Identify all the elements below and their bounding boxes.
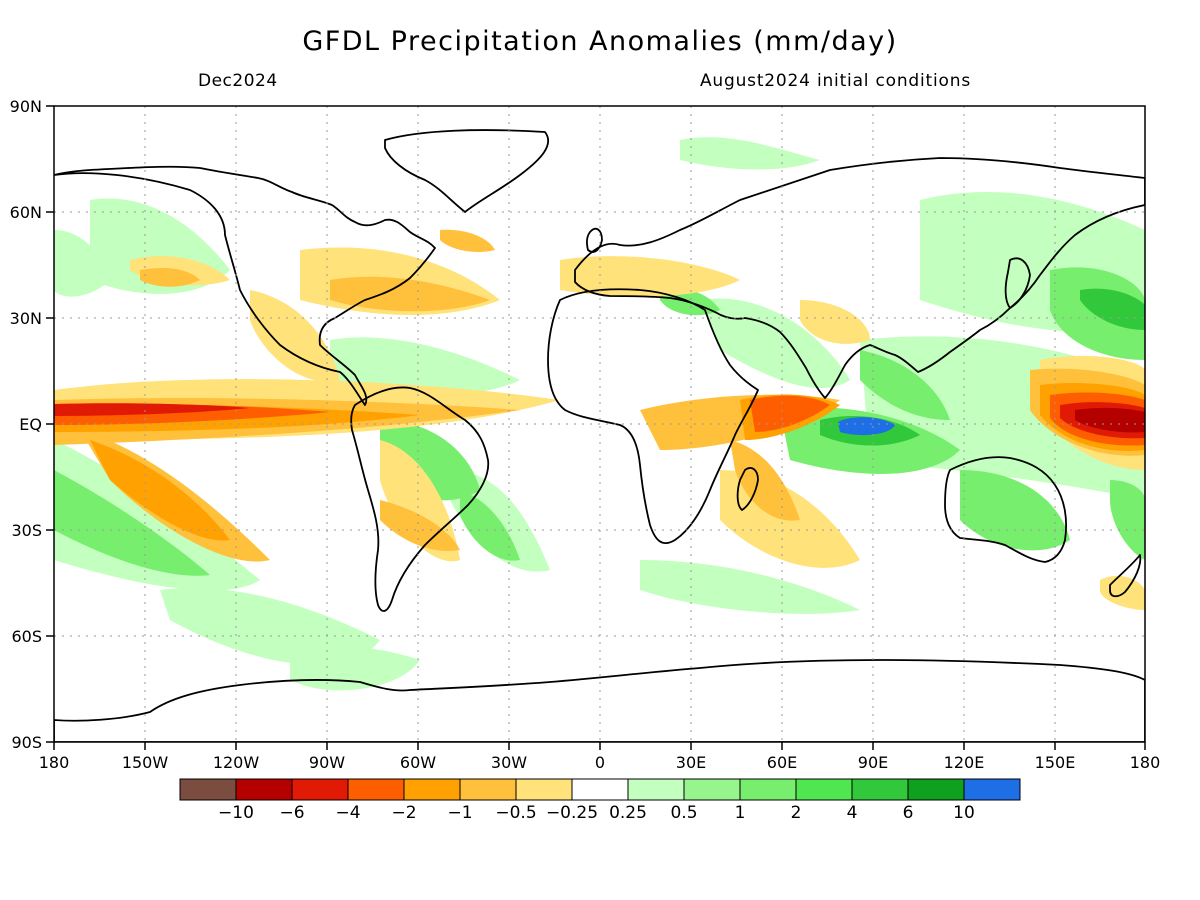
colorbar-label: 6: [903, 803, 914, 823]
japan-outline: [1004, 257, 1031, 309]
lon-label: 180: [39, 753, 70, 772]
lon-label: 120W: [213, 753, 260, 772]
colorbar-label: −4: [335, 803, 360, 823]
colorbar-label: 2: [791, 803, 802, 823]
lat-label: 60N: [10, 203, 42, 222]
colorbar-swatch: [515, 778, 573, 801]
lon-label: 150E: [1035, 753, 1076, 772]
colorbar-label: 4: [847, 803, 858, 823]
lon-label: 120E: [944, 753, 985, 772]
eurasia-outline: [574, 157, 1145, 399]
lat-label: EQ: [19, 415, 42, 434]
madagascar-outline: [736, 467, 759, 511]
north-america-outline: [54, 165, 436, 406]
lon-label: 150W: [122, 753, 169, 772]
colorbar-label: −0.5: [495, 803, 536, 823]
graticule: [54, 106, 1145, 742]
colorbar-label: 0.5: [670, 803, 697, 823]
colorbar-swatch: [291, 778, 349, 801]
coastlines: [54, 129, 1145, 742]
antarctica-outline: [54, 659, 1145, 742]
africa-outline: [547, 288, 759, 545]
lon-label: 30E: [676, 753, 706, 772]
colorbar: −10 −6 −4 −2 −1 −0.5 −0.25 0.25 0.5 1 2 4 6 10: [179, 778, 1021, 823]
australia-outline: [944, 456, 1068, 563]
colorbar-swatch: [235, 778, 293, 801]
colorbar-swatch: [459, 778, 517, 801]
colorbar-swatch: [571, 778, 629, 801]
colorbar-swatch: [683, 778, 741, 801]
lat-label: 90S: [11, 733, 42, 752]
lat-label: 90N: [10, 97, 42, 116]
colorbar-label: 10: [953, 803, 975, 823]
lon-label: 30W: [491, 753, 527, 772]
uk-outline: [586, 227, 603, 253]
latitude-labels: 90N 60N 30N EQ 30S 60S 90S: [10, 97, 42, 752]
colorbar-swatch: [347, 778, 405, 801]
strong-positive-anomaly: [838, 417, 895, 436]
axis-ticks: [46, 105, 1146, 750]
lon-label: 180: [1130, 753, 1161, 772]
colorbar-swatch: [403, 778, 461, 801]
colorbar-label: 1: [735, 803, 746, 823]
colorbar-swatch: [795, 778, 853, 801]
lat-label: 30N: [10, 309, 42, 328]
colorbar-label: −6: [279, 803, 304, 823]
lat-label: 60S: [11, 627, 42, 646]
map-title: GFDL Precipitation Anomalies (mm/day): [302, 26, 898, 57]
colorbar-swatch: [851, 778, 909, 801]
colorbar-swatch: [739, 778, 797, 801]
lon-label: 90E: [858, 753, 888, 772]
colorbar-label: −2: [391, 803, 416, 823]
new-zealand-outline: [1109, 554, 1142, 598]
colorbar-label: 0.25: [609, 803, 647, 823]
lon-label: 60E: [767, 753, 797, 772]
colorbar-swatch: [179, 778, 237, 801]
forecast-month-label: Dec2024: [198, 71, 278, 91]
colorbar-label: −0.25: [546, 803, 598, 823]
colorbar-label: −1: [447, 803, 472, 823]
colorbar-swatch: [963, 778, 1021, 801]
south-america-outline: [350, 386, 490, 612]
lon-label: 60W: [400, 753, 436, 772]
colorbar-swatch: [627, 778, 685, 801]
lon-label: 90W: [309, 753, 345, 772]
colorbar-label: −10: [218, 803, 254, 823]
greenland-outline: [384, 129, 550, 213]
lon-label: 0: [595, 753, 605, 772]
colorbar-swatch: [907, 778, 965, 801]
longitude-labels: 180 150W 120W 90W 60W 30W 0 30E 60E 90E …: [39, 753, 1161, 772]
initial-conditions-label: August2024 initial conditions: [700, 71, 971, 91]
lat-label: 30S: [11, 521, 42, 540]
strong-negative-anomaly: [1075, 407, 1145, 433]
